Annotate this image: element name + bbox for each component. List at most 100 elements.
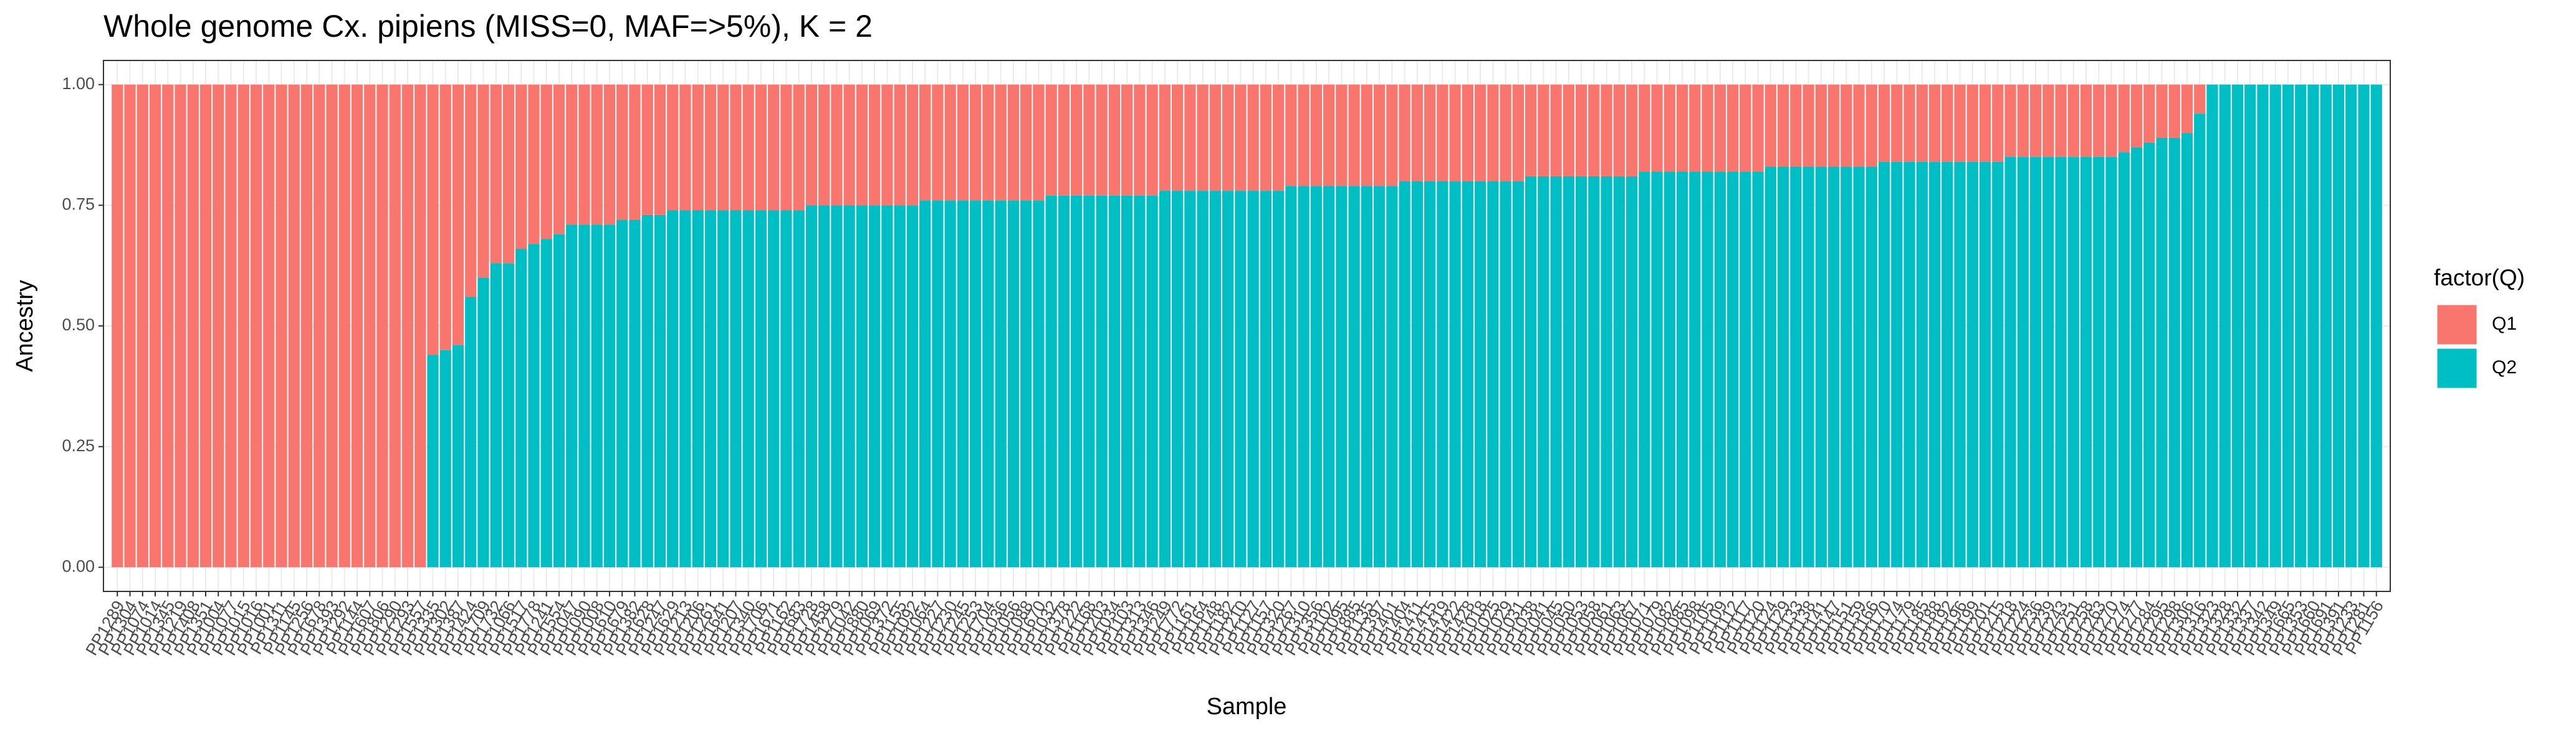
bar — [1500, 181, 1511, 568]
bar — [667, 84, 679, 211]
bar — [932, 84, 944, 201]
bar — [2206, 84, 2218, 568]
bar — [1108, 195, 1121, 568]
bar — [528, 84, 540, 244]
bar — [2194, 84, 2206, 114]
bar — [477, 84, 489, 278]
bar — [995, 200, 1007, 568]
bar — [1714, 171, 1726, 568]
bar — [199, 84, 212, 568]
bar — [2029, 84, 2042, 157]
bar — [1512, 84, 1524, 181]
bar — [1146, 195, 1158, 568]
bar — [1575, 84, 1587, 176]
bar — [1613, 84, 1625, 176]
bar — [1942, 84, 1953, 162]
bar — [326, 84, 338, 568]
bar — [1159, 191, 1171, 568]
bar — [1702, 84, 1713, 172]
bar — [288, 84, 300, 568]
bar — [1348, 186, 1360, 568]
bar — [2219, 84, 2231, 568]
bar — [944, 200, 956, 568]
bar — [2168, 84, 2180, 138]
bar — [376, 84, 388, 568]
bar — [2093, 156, 2105, 568]
bar — [1134, 84, 1146, 196]
legend-label: Q1 — [2492, 313, 2517, 334]
bar — [2332, 84, 2345, 568]
bar — [1903, 161, 1915, 568]
bar — [2042, 156, 2054, 568]
bar — [1916, 161, 1928, 568]
bar — [427, 355, 439, 568]
bar — [1184, 191, 1196, 568]
bar — [1449, 181, 1461, 568]
bar — [768, 84, 780, 211]
x-axis-title: Sample — [1207, 694, 1287, 720]
panel-border — [103, 60, 2391, 592]
bar — [566, 84, 578, 225]
bar — [465, 297, 477, 568]
bar — [1121, 84, 1133, 196]
bar — [2105, 156, 2117, 568]
bar — [1058, 195, 1070, 568]
bar — [1841, 84, 1852, 167]
bar — [1903, 84, 1915, 162]
bar — [906, 205, 919, 568]
bar — [856, 205, 868, 568]
bar — [1803, 166, 1814, 568]
bar — [1676, 84, 1688, 172]
bar — [1525, 84, 1537, 176]
bar — [970, 84, 982, 201]
bar — [1764, 166, 1776, 568]
bar — [1222, 84, 1234, 191]
bar — [591, 84, 603, 225]
bar — [1827, 84, 1840, 167]
bar — [1841, 166, 1852, 568]
bar — [805, 84, 818, 206]
y-tick-label: 0.00 — [62, 557, 95, 575]
bar — [1563, 176, 1574, 568]
bar — [175, 84, 186, 568]
bar — [1639, 171, 1650, 568]
bar — [1373, 186, 1386, 568]
bar — [1639, 84, 1650, 172]
bar — [1045, 195, 1057, 568]
bar — [2231, 84, 2244, 568]
bar — [818, 205, 830, 568]
bar — [1550, 84, 1562, 176]
bar — [1878, 161, 1890, 568]
bar — [1916, 84, 1928, 162]
bar — [1550, 176, 1562, 568]
bar — [1386, 84, 1398, 186]
bar — [717, 210, 729, 568]
bar — [780, 84, 792, 211]
bar — [1172, 84, 1184, 191]
bar — [427, 84, 439, 355]
bar — [1449, 84, 1461, 181]
bar — [162, 84, 174, 568]
bar — [1437, 84, 1448, 181]
bar — [1815, 84, 1827, 167]
bar — [805, 205, 818, 568]
bar — [1273, 191, 1285, 568]
bar — [1891, 84, 1903, 162]
bar — [1462, 84, 1473, 181]
bar — [894, 205, 906, 568]
bar — [1740, 84, 1751, 172]
bar — [314, 84, 325, 568]
bar — [1424, 181, 1436, 568]
bar — [1676, 171, 1688, 568]
bar — [1399, 84, 1410, 181]
bar — [957, 84, 969, 201]
bar — [2130, 84, 2143, 148]
bar — [1336, 186, 1348, 568]
bar — [263, 84, 275, 568]
bar — [351, 84, 363, 568]
bar — [641, 84, 653, 215]
bar — [831, 84, 843, 206]
bar — [237, 84, 249, 568]
bar — [881, 205, 893, 568]
y-tick-label: 0.75 — [62, 194, 95, 213]
